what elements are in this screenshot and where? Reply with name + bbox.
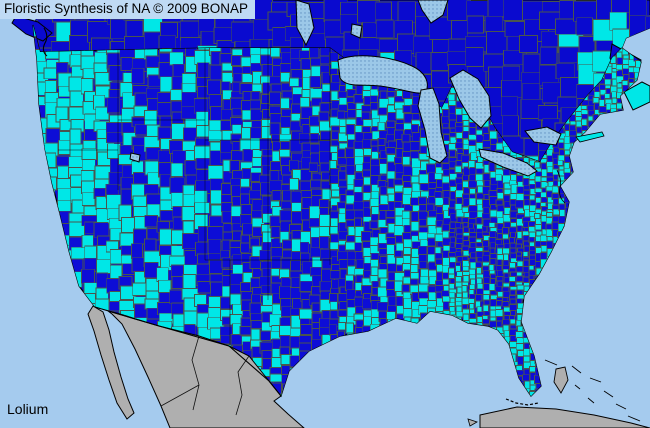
- taxon-label: Lolium: [7, 401, 49, 417]
- map-title-bar: Floristic Synthesis of NA © 2009 BONAP: [0, 0, 256, 19]
- map-title-text: Floristic Synthesis of NA © 2009 BONAP: [4, 1, 249, 16]
